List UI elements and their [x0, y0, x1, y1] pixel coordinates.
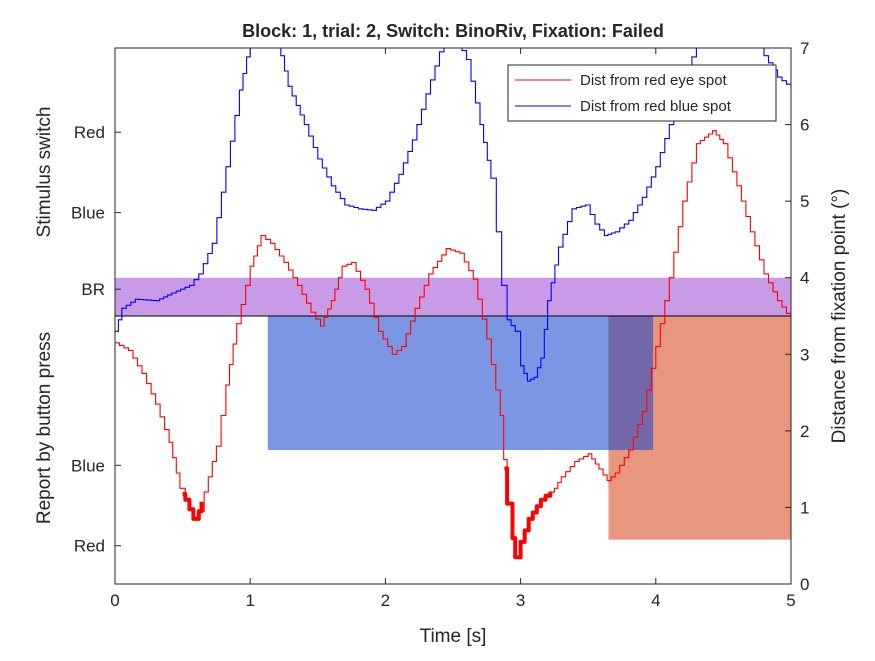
region-report-blue — [267, 316, 654, 450]
chart-title: Block: 1, trial: 2, Switch: BinoRiv, Fix… — [242, 21, 664, 41]
legend: Dist from red eye spot Dist from red blu… — [507, 64, 777, 122]
legend-box — [507, 64, 777, 122]
y-axis-label-left-top: Stimulus switch — [34, 107, 55, 238]
x-tick-label: 5 — [786, 591, 795, 610]
x-tick-label: 2 — [381, 591, 390, 610]
series-bold-segment-0 — [182, 492, 204, 521]
y-right-tick-label: 3 — [800, 345, 809, 364]
y-right-tick-label: 2 — [800, 422, 809, 441]
region-report-overlap — [608, 316, 654, 450]
y-left-tick-label: BR — [81, 280, 105, 299]
y-left-tick-label: Blue — [71, 456, 105, 475]
region-stimulus-br — [115, 277, 791, 316]
y-right-tick-label: 1 — [800, 498, 809, 517]
x-axis: 0 1 2 3 4 5 — [110, 48, 796, 610]
y-right-tick-label: 5 — [800, 192, 809, 211]
y-right-tick-label: 4 — [800, 269, 809, 288]
legend-label-red: Dist from red eye spot — [580, 72, 728, 89]
y-axis-label-right: Distance from fixation point (°) — [829, 189, 850, 444]
y-right-tick-label: 7 — [800, 39, 809, 58]
series-bold-segment-1 — [504, 466, 553, 560]
series-line-red-eye-spot — [115, 130, 791, 558]
y-right-tick-label: 0 — [800, 575, 809, 594]
y-axis-right: 0 1 2 3 4 5 6 7 — [785, 39, 809, 594]
y-left-tick-label: Red — [74, 537, 105, 556]
y-left-tick-label: Blue — [71, 204, 105, 223]
y-axis-label-left-bottom: Report by button press — [34, 332, 55, 524]
plot-frame — [114, 47, 792, 585]
regions-layer — [115, 277, 791, 540]
y-right-tick-label: 6 — [800, 116, 809, 135]
y-axis-left: Red Blue BR Blue Red — [71, 123, 121, 556]
x-tick-label: 3 — [516, 591, 525, 610]
x-tick-label: 1 — [245, 591, 254, 610]
x-tick-label: 0 — [110, 591, 119, 610]
legend-label-blue: Dist from red blue spot — [580, 98, 732, 115]
x-tick-label: 4 — [651, 591, 660, 610]
x-axis-label: Time [s] — [420, 626, 487, 647]
y-left-tick-label: Red — [74, 123, 105, 142]
